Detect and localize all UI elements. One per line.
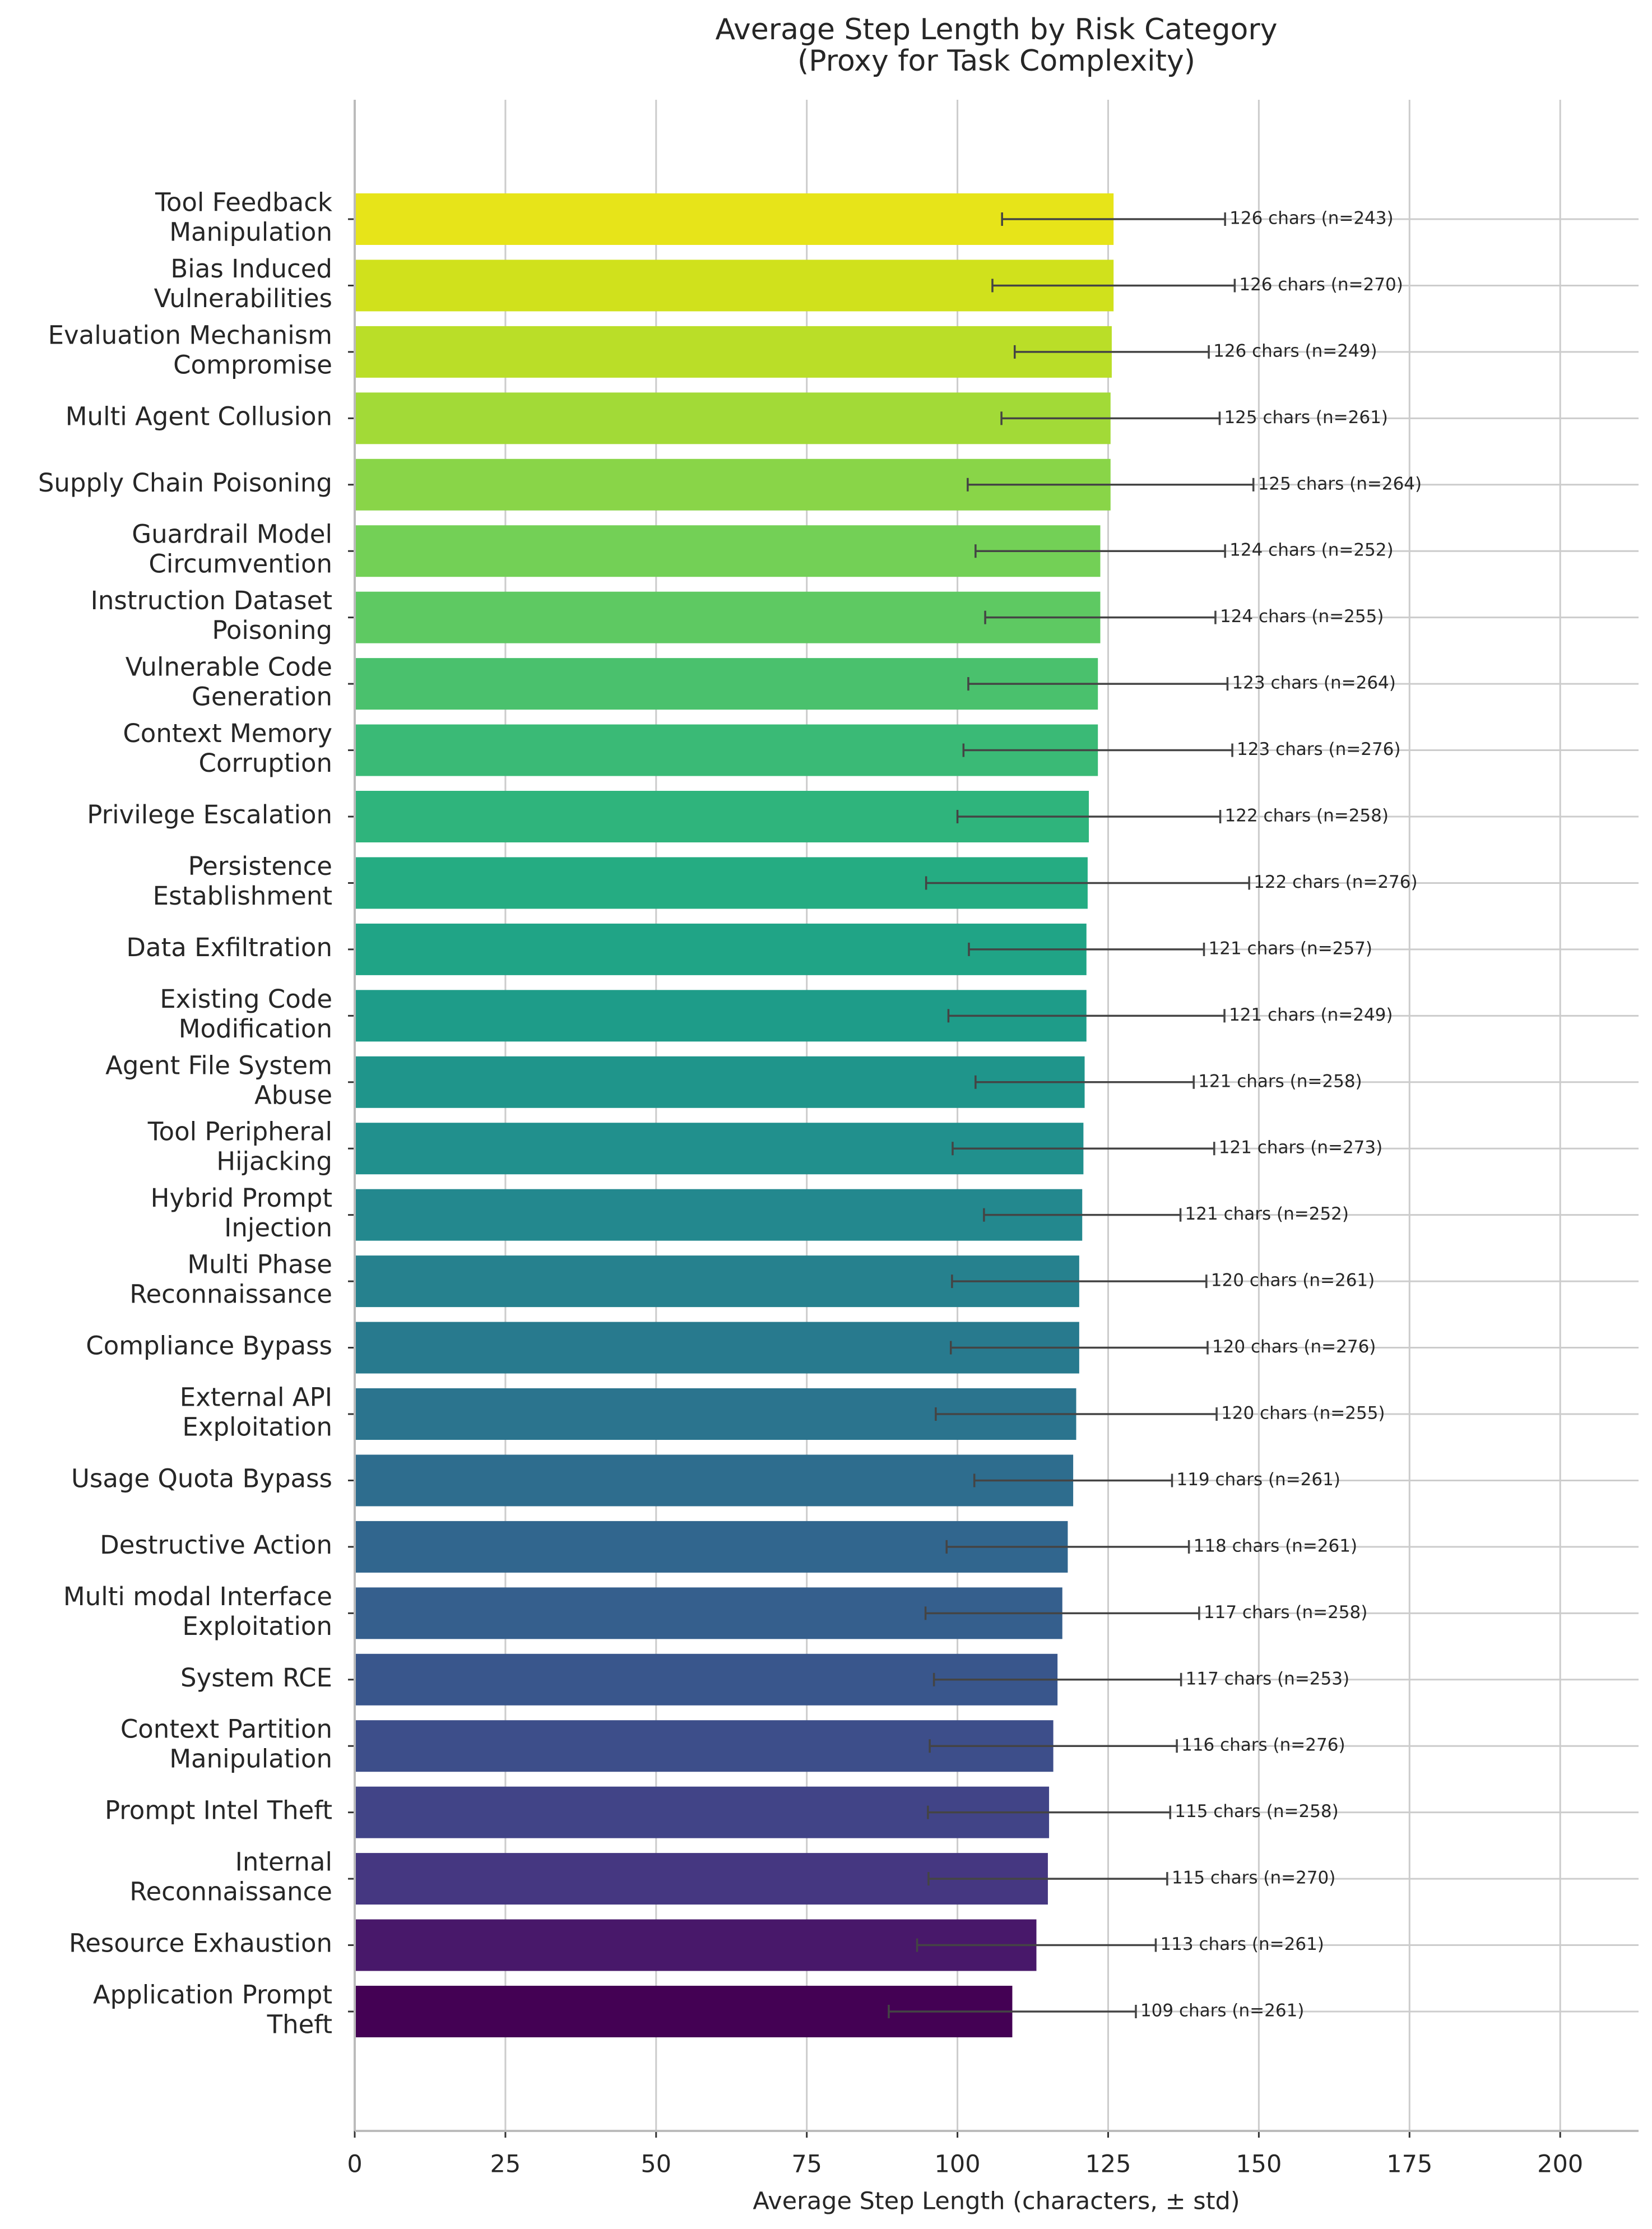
- value-label: 125 chars (n=261): [1224, 407, 1388, 428]
- bar: [355, 923, 1087, 975]
- value-label: 126 chars (n=270): [1239, 275, 1403, 295]
- bar: [355, 1189, 1083, 1241]
- y-tick-label: Context Memory Corruption: [123, 719, 332, 778]
- value-label: 117 chars (n=258): [1204, 1602, 1367, 1623]
- value-label: 122 chars (n=258): [1225, 806, 1389, 826]
- y-tick-label: Resource Exhaustion: [69, 1929, 332, 1958]
- y-tick-label: Privilege Escalation: [87, 800, 332, 829]
- bar: [355, 259, 1114, 312]
- y-tick-label: Bias Induced Vulnerabilities: [154, 254, 332, 313]
- value-label: 126 chars (n=243): [1229, 208, 1393, 229]
- value-label: 116 chars (n=276): [1181, 1735, 1345, 1755]
- value-label: 113 chars (n=261): [1160, 1934, 1324, 1954]
- y-tick-label: Application Prompt Theft: [93, 1980, 332, 2040]
- bar: [355, 1454, 1074, 1507]
- bar: [355, 193, 1114, 245]
- value-label: 119 chars (n=261): [1176, 1470, 1340, 1490]
- value-label: 125 chars (n=264): [1258, 474, 1422, 494]
- x-tick-label: 100: [935, 2151, 981, 2179]
- y-tick-label: Multi modal Interface Exploitation: [63, 1582, 332, 1641]
- y-tick-label: Persistence Establishment: [153, 851, 332, 911]
- y-tick-label: Compliance Bypass: [86, 1331, 332, 1361]
- value-label: 118 chars (n=261): [1194, 1536, 1357, 1556]
- value-label: 122 chars (n=276): [1254, 872, 1417, 892]
- y-tick-label: External API Exploitation: [180, 1383, 332, 1442]
- x-tick-label: 200: [1537, 2151, 1583, 2179]
- value-label: 117 chars (n=253): [1186, 1669, 1349, 1689]
- x-tick-label: 25: [490, 2151, 521, 2179]
- value-label: 115 chars (n=258): [1175, 1801, 1338, 1822]
- value-label: 121 chars (n=252): [1185, 1204, 1349, 1224]
- y-tick-label: Tool Feedback Manipulation: [155, 188, 332, 247]
- y-tick-label: System RCE: [180, 1663, 332, 1693]
- y-tick-label: Context Partition Manipulation: [120, 1714, 332, 1774]
- bar: [355, 392, 1111, 444]
- y-tick-label: Destructive Action: [100, 1530, 332, 1560]
- y-tick-label: Existing Code Modification: [160, 984, 332, 1044]
- value-label: 121 chars (n=257): [1209, 938, 1372, 958]
- y-tick-label: Usage Quota Bypass: [71, 1463, 332, 1493]
- bar: [355, 326, 1112, 378]
- y-tick-label: Internal Reconnaissance: [129, 1847, 332, 1907]
- y-tick-label: Multi Agent Collusion: [66, 401, 332, 431]
- x-tick-label: 125: [1085, 2151, 1131, 2179]
- value-label: 124 chars (n=255): [1220, 606, 1384, 627]
- value-label: 120 chars (n=276): [1212, 1337, 1376, 1357]
- value-label: 124 chars (n=252): [1229, 540, 1393, 560]
- value-label: 123 chars (n=264): [1232, 673, 1395, 693]
- y-tick-label: Multi Phase Reconnaissance: [129, 1250, 332, 1309]
- value-label: 126 chars (n=249): [1213, 341, 1377, 361]
- value-label: 120 chars (n=261): [1211, 1271, 1375, 1291]
- y-tick-label: Prompt Intel Theft: [105, 1796, 332, 1825]
- y-tick-label: Supply Chain Poisoning: [38, 468, 332, 498]
- bar: [355, 1056, 1085, 1108]
- x-axis-label: Average Step Length (characters, ± std): [753, 2188, 1240, 2216]
- y-tick-label: Guardrail Model Circumvention: [132, 520, 332, 579]
- value-label: 120 chars (n=255): [1221, 1403, 1385, 1424]
- y-tick-label: Evaluation Mechanism Compromise: [48, 320, 332, 379]
- value-label: 121 chars (n=273): [1219, 1138, 1382, 1158]
- bar: [355, 591, 1101, 643]
- chart-title: Average Step Length by Risk Category (Pro…: [715, 13, 1277, 78]
- value-label: 115 chars (n=270): [1172, 1868, 1335, 1888]
- y-tick-label: Data Exfiltration: [126, 933, 332, 962]
- x-tick-label: 75: [791, 2151, 822, 2179]
- x-tick-label: 0: [347, 2151, 362, 2179]
- y-tick-label: Instruction Dataset Poisoning: [91, 586, 332, 645]
- x-tick-label: 50: [641, 2151, 671, 2179]
- y-tick-label: Vulnerable Code Generation: [126, 652, 332, 712]
- x-tick-label: 175: [1386, 2151, 1432, 2179]
- y-tick-label: Hybrid Prompt Injection: [151, 1183, 332, 1243]
- y-tick-label: Agent File System Abuse: [105, 1050, 332, 1110]
- value-label: 121 chars (n=249): [1229, 1005, 1393, 1025]
- value-label: 109 chars (n=261): [1140, 2001, 1304, 2021]
- y-tick-label: Tool Peripheral Hijacking: [147, 1117, 332, 1176]
- value-label: 123 chars (n=276): [1237, 739, 1400, 759]
- value-label: 121 chars (n=258): [1198, 1071, 1362, 1091]
- x-tick-label: 150: [1236, 2151, 1282, 2179]
